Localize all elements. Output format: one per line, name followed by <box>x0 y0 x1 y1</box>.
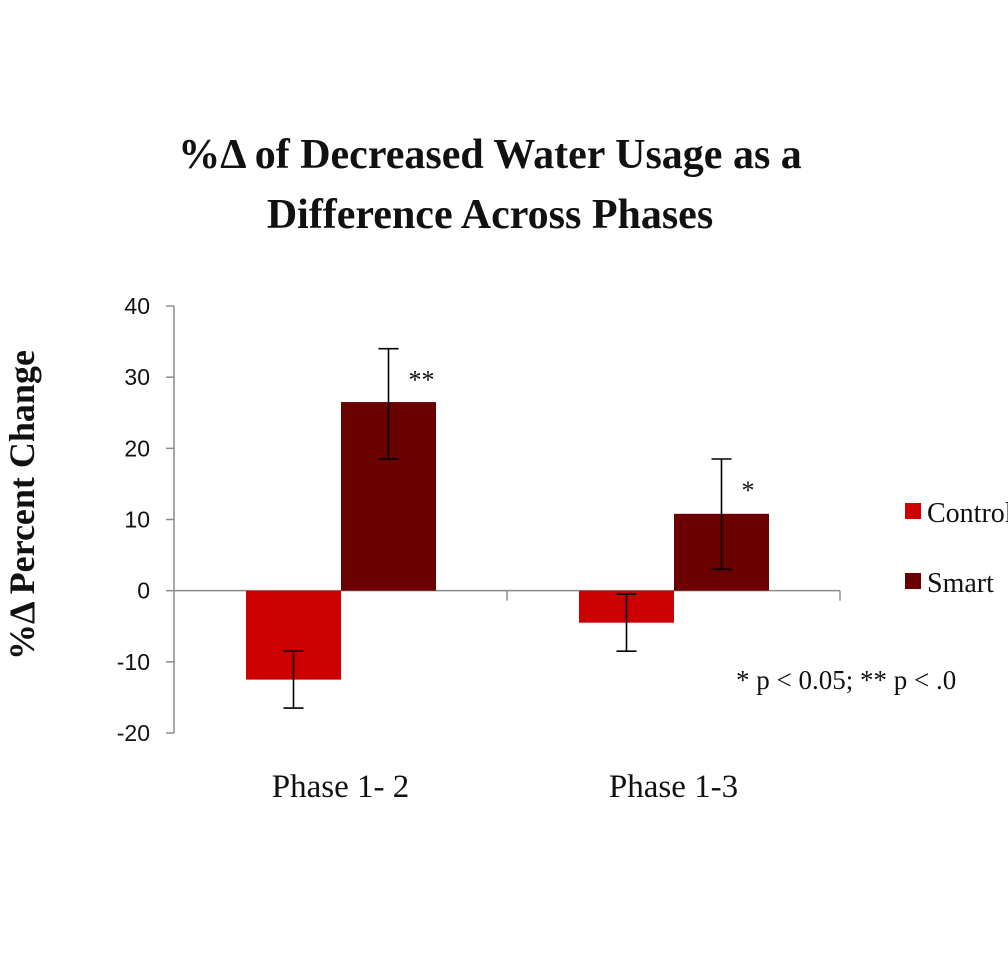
y-tick-label: -10 <box>117 649 150 675</box>
significance-marker: ** <box>409 366 435 395</box>
error-bars-layer <box>283 347 732 709</box>
y-tick-label: -20 <box>117 720 150 746</box>
legend-label-smart: Smart <box>927 568 994 599</box>
y-tick-label: 0 <box>137 578 150 604</box>
legend-swatch-control <box>905 503 921 519</box>
significance-note: * p < 0.05; ** p < .0 <box>736 665 956 695</box>
y-tick-label: 10 <box>124 507 150 533</box>
y-tick-label: 20 <box>124 435 150 461</box>
legend-label-control: Control <box>927 498 1008 529</box>
labels-layer: -20 -10 0 10 20 30 40 ** Phase 1- 2 * Phase 1-3 <box>117 293 755 805</box>
legend-swatch-smart <box>905 573 921 589</box>
legend: Control Smart <box>905 498 1008 599</box>
bars-layer <box>246 402 769 680</box>
chart-title-line-1: %Δ of Decreased Water Usage as a <box>178 132 802 178</box>
category-label: Phase 1-3 <box>609 769 738 805</box>
y-tick-label: 30 <box>124 364 150 390</box>
y-axis-label: %Δ Percent Change <box>2 350 42 660</box>
chart-title-line-2: Difference Across Phases <box>267 192 713 238</box>
y-tick-label: 40 <box>124 293 150 319</box>
category-label: Phase 1- 2 <box>272 769 409 805</box>
significance-marker: * <box>742 476 755 505</box>
